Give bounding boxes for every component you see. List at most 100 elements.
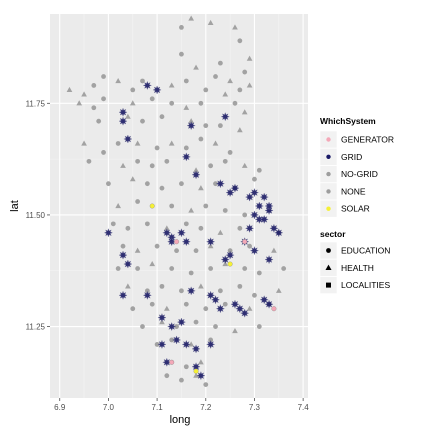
point-none — [193, 64, 199, 70]
point-none — [217, 288, 223, 294]
point-none — [237, 283, 243, 289]
y-axis-title: lat — [9, 200, 21, 212]
point-none — [183, 221, 189, 227]
point-none — [130, 87, 136, 93]
point-none — [198, 359, 204, 365]
point-none — [193, 248, 199, 254]
legend-swatch — [326, 189, 331, 194]
point-none — [222, 91, 229, 97]
point-none — [183, 78, 189, 84]
point-solar — [193, 368, 199, 374]
data-points — [66, 15, 287, 388]
point-grid — [254, 214, 264, 224]
point-grid — [181, 152, 191, 162]
point-none — [217, 229, 224, 235]
point-none — [169, 337, 175, 343]
point-none — [81, 140, 87, 146]
point-none — [115, 203, 122, 209]
point-none — [188, 15, 195, 21]
point-none — [256, 167, 262, 173]
point-none — [174, 248, 179, 254]
point-grid — [274, 228, 284, 238]
x-tick-label: 6.9 — [54, 403, 66, 412]
point-grid — [118, 116, 128, 126]
point-grid — [118, 250, 128, 260]
point-none — [179, 377, 184, 383]
legend-label: GENERATOR — [341, 135, 394, 145]
point-none — [193, 372, 199, 378]
point-none — [81, 91, 87, 97]
point-none — [236, 127, 243, 133]
point-none — [188, 270, 194, 276]
point-generator — [174, 239, 180, 245]
point-none — [76, 100, 83, 106]
legend-shape-triangle — [325, 264, 332, 271]
point-none — [168, 82, 175, 88]
point-none — [198, 100, 204, 106]
point-generator — [271, 306, 277, 312]
point-none — [115, 141, 121, 146]
legend-swatch — [326, 206, 331, 211]
point-grid — [264, 201, 274, 211]
point-grid — [167, 237, 177, 247]
point-none — [188, 341, 195, 347]
point-none — [179, 51, 184, 57]
point-none — [120, 162, 126, 168]
point-none — [246, 305, 253, 311]
point-none — [207, 19, 214, 26]
point-none — [281, 266, 287, 271]
point-grid — [249, 246, 260, 256]
point-none — [91, 83, 97, 88]
point-none — [140, 118, 145, 124]
point-none — [86, 158, 92, 164]
point-none — [246, 55, 253, 61]
point-none — [217, 60, 223, 66]
point-none — [256, 270, 262, 276]
legend-title-sector: sector — [320, 229, 346, 239]
point-grid — [176, 228, 187, 238]
point-none — [159, 114, 165, 120]
point-none — [159, 185, 165, 191]
point-none — [91, 105, 97, 111]
point-none — [246, 82, 253, 88]
point-none — [144, 181, 150, 187]
point-none — [208, 266, 214, 271]
point-grid — [191, 344, 201, 354]
point-grid — [171, 335, 182, 345]
point-grid — [230, 183, 240, 193]
point-none — [213, 324, 218, 329]
legend-label: LOCALITIES — [341, 280, 390, 290]
point-none — [198, 225, 204, 231]
point-none — [227, 77, 233, 84]
point-grid — [215, 179, 225, 189]
point-none — [125, 113, 131, 119]
legend-shape-square — [326, 282, 331, 288]
point-none — [179, 288, 184, 294]
y-axis-ticks: 11.25 11.50 11.75 — [26, 99, 50, 332]
point-none — [232, 328, 238, 334]
point-none — [188, 118, 195, 124]
point-none — [159, 283, 165, 289]
legend-shape-circle — [326, 248, 331, 253]
point-none — [271, 247, 277, 253]
point-none — [193, 319, 199, 325]
x-tick-label: 7.1 — [152, 403, 164, 412]
point-none — [140, 324, 145, 329]
legend-swatch — [326, 137, 331, 142]
legend-label: NONE — [341, 186, 366, 196]
y-tick-label: 11.75 — [26, 99, 46, 108]
point-grid — [206, 237, 216, 247]
point-grid — [264, 254, 274, 265]
point-none — [203, 306, 209, 312]
point-none — [149, 261, 156, 267]
point-none — [232, 24, 238, 30]
x-tick-label: 7.3 — [249, 403, 261, 412]
point-grid — [220, 112, 230, 122]
point-grid — [152, 85, 162, 95]
point-grid — [181, 339, 191, 350]
point-none — [275, 287, 282, 293]
point-none — [222, 301, 228, 307]
point-none — [129, 100, 136, 106]
point-grid — [254, 201, 264, 211]
point-none — [130, 306, 136, 312]
